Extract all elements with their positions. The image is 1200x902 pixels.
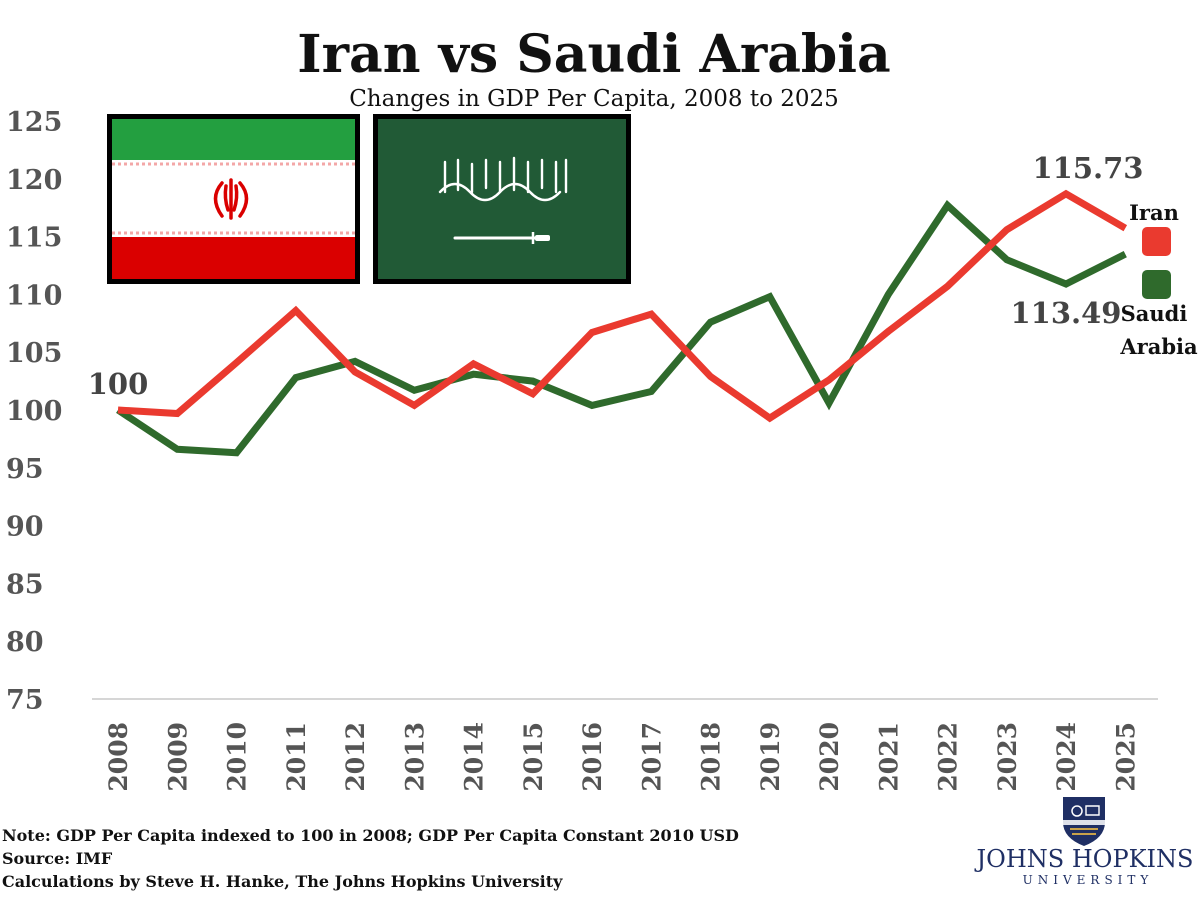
x-tick-label: 2016 [578,722,607,792]
x-tick-label: 2011 [282,722,311,792]
saudi-flag [373,114,631,284]
y-tick-label: 75 [6,685,44,716]
x-tick-label: 2020 [815,722,844,792]
y-tick-label: 100 [6,396,62,427]
iran-end-value-label: 115.73 [1033,151,1144,185]
jhu-logo-name: JOHNS HOPKINS [974,845,1194,873]
y-tick-label: 125 [6,107,62,138]
legend-swatch-iran [1142,227,1171,256]
footer-note: Note: GDP Per Capita indexed to 100 in 2… [2,826,739,845]
chart-title: Iran vs Saudi Arabia [297,24,890,85]
start-value-label: 100 [88,367,149,401]
jhu-logo: JOHNS HOPKINS UNIVERSITY [974,797,1194,887]
series-group [116,189,1128,457]
x-tick-label: 2017 [637,722,666,792]
legend-label-iran: Iran [1129,200,1179,225]
x-tick-label: 2008 [104,722,133,792]
y-axis: 125 120 115 110 105 100 95 90 85 80 75 [6,107,62,716]
x-tick-label: 2015 [519,722,548,792]
jhu-logo-sub: UNIVERSITY [1023,873,1154,887]
y-tick-label: 85 [6,569,44,600]
x-tick-label: 2023 [993,722,1022,792]
y-tick-label: 110 [6,280,62,311]
y-tick-label: 80 [6,627,44,658]
y-tick-label: 120 [6,165,62,196]
x-tick-label: 2010 [223,722,252,792]
x-tick-label: 2024 [1052,722,1081,792]
x-tick-label: 2009 [163,722,192,792]
legend: Iran Saudi Arabia [1119,200,1198,359]
x-tick-label: 2013 [400,722,429,792]
legend-swatch-saudi-arabia [1142,270,1171,299]
jhu-shield-icon [1063,797,1105,846]
x-tick-label: 2021 [874,722,903,792]
footer-source: Source: IMF [2,849,113,868]
legend-label-saudi-line1: Saudi [1121,301,1188,326]
shahada-inscription-icon [438,156,568,202]
y-tick-label: 90 [6,512,44,543]
x-axis: 2008 2009 2010 2011 2012 2013 2014 2015 2016 2017… [104,722,1140,792]
sword-icon [453,232,550,244]
saudi-end-value-label: 113.49 [1011,296,1122,330]
series-line-iran [117,189,1128,423]
iran-flag [107,114,360,284]
y-tick-label: 115 [6,223,62,254]
y-tick-label: 105 [6,338,62,369]
series-line-saudi-arabia [116,200,1127,457]
y-tick-label: 95 [6,454,44,485]
x-tick-label: 2018 [697,722,726,792]
chart-subtitle: Changes in GDP Per Capita, 2008 to 2025 [349,86,839,112]
x-tick-label: 2019 [756,722,785,792]
x-tick-label: 2012 [341,722,370,792]
x-tick-label: 2014 [460,722,489,792]
iran-emblem-icon [213,178,249,220]
legend-label-saudi-line2: Arabia [1119,334,1198,359]
x-tick-label: 2022 [934,722,963,792]
x-tick-label: 2025 [1111,722,1140,792]
footer-credit: Calculations by Steve H. Hanke, The John… [2,872,563,891]
